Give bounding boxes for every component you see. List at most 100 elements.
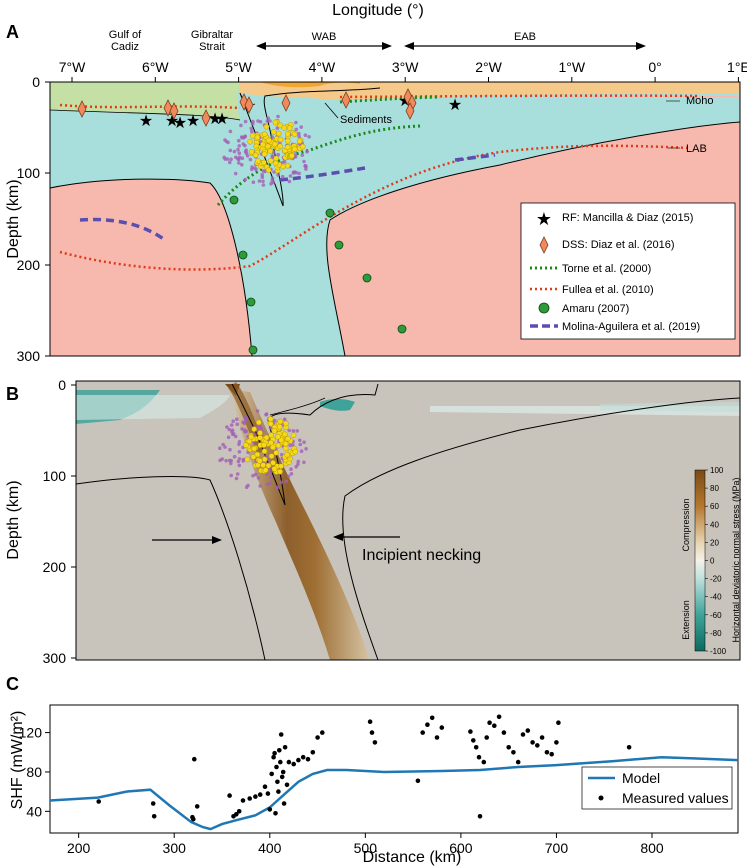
hypocenter-purple xyxy=(222,155,226,160)
colorbar-title: Horizontal deviatoric normal stress (MPa… xyxy=(731,477,741,642)
measured-point xyxy=(415,778,421,784)
hypocenter-purple xyxy=(218,446,222,451)
measured-point xyxy=(227,793,232,798)
hypocenter-purple xyxy=(229,157,233,162)
hypocenter-purple xyxy=(287,428,292,433)
amaru-circles xyxy=(229,195,407,355)
hypocenter-yellow xyxy=(260,141,266,148)
hypocenter-yellow xyxy=(275,433,281,440)
hypocenter-purple xyxy=(227,427,231,432)
panel-a-y-label: Depth (km) xyxy=(5,179,22,258)
measured-point xyxy=(234,812,239,817)
hypocenter-purple xyxy=(302,440,306,445)
hypocenter-yellow xyxy=(261,159,267,166)
measured-point xyxy=(151,814,157,819)
hypocenter-purple xyxy=(251,119,255,124)
cb-tick-4: 20 xyxy=(710,538,719,547)
hypocenter-purple xyxy=(291,443,295,447)
measured-point xyxy=(300,754,306,760)
hypocenter-purple xyxy=(279,480,284,485)
measured-point xyxy=(271,754,276,760)
hypocenter-yellow xyxy=(263,123,270,130)
measured-point xyxy=(554,740,559,745)
y-tick-label: 80 xyxy=(26,764,42,780)
panel-c-label: C xyxy=(6,674,19,694)
hypocenter-yellow xyxy=(246,438,253,445)
legend-fullea: Fullea et al. (2010) xyxy=(562,284,654,296)
hypocenter-yellow xyxy=(257,434,263,441)
hypocenter-purple xyxy=(255,409,260,413)
hypocenter-yellow xyxy=(243,442,249,449)
hypocenter-purple xyxy=(228,129,233,134)
hypocenter-purple xyxy=(241,457,246,462)
panel-b-y-label: Depth (km) xyxy=(5,480,22,559)
lab-label: LAB xyxy=(686,143,707,155)
hypocenter-yellow xyxy=(277,136,284,143)
lon-tick-8: 1°E xyxy=(727,59,747,75)
hypocenter-purple xyxy=(237,155,242,160)
hypocenter-yellow xyxy=(268,439,274,446)
hypocenter-yellow xyxy=(290,432,297,439)
hypocenter-yellow xyxy=(271,428,278,434)
hypocenter-purple xyxy=(223,138,227,142)
panel-c-legend: Model Measured values xyxy=(581,766,733,810)
measured-point xyxy=(525,728,531,733)
measured-point xyxy=(320,730,325,735)
hypocenter-purple xyxy=(244,418,248,423)
hypocenter-yellow xyxy=(272,119,279,126)
measured-point xyxy=(367,719,373,724)
hypocenter-purple xyxy=(240,427,244,431)
lon-tick-1: 6°W xyxy=(142,59,169,75)
hypocenter-yellow xyxy=(247,138,253,145)
hypocenter-yellow xyxy=(260,462,266,468)
legend-model: Model xyxy=(622,770,660,786)
hypocenter-yellow xyxy=(267,420,274,427)
hypocenter-purple xyxy=(261,183,266,187)
hypocenter-purple xyxy=(304,447,308,451)
panel-c-x-label: Distance (km) xyxy=(363,849,462,866)
hypocenter-yellow xyxy=(261,442,267,448)
hypocenter-purple xyxy=(291,429,296,433)
measured-point xyxy=(484,735,490,740)
hypocenter-yellow xyxy=(264,143,271,150)
measured-point xyxy=(429,715,435,721)
hypocenter-yellow xyxy=(271,141,278,147)
hypocenter-yellow xyxy=(271,466,278,472)
hypocenter-purple xyxy=(250,129,254,134)
measured-point xyxy=(520,732,526,737)
top-axis-label: Longitude (°) xyxy=(332,2,424,19)
measured-point xyxy=(372,740,378,745)
lon-tick-5: 2°W xyxy=(475,59,502,75)
measured-point xyxy=(305,756,311,762)
hypocenter-yellow xyxy=(266,137,272,144)
hypocenter-purple xyxy=(239,123,243,128)
hypocenter-yellow xyxy=(284,451,290,458)
hypocenter-yellow xyxy=(244,456,251,463)
measured-point xyxy=(487,720,492,725)
hypocenter-purple xyxy=(261,169,266,173)
svg-text:★: ★ xyxy=(173,115,187,132)
measured-point xyxy=(310,750,316,755)
hypocenter-purple xyxy=(289,472,294,476)
hypocenter-yellow xyxy=(291,131,298,138)
stress-colorbar: 100 80 60 40 20 0 -20 -40 -60 -80 -100 Compression… xyxy=(681,466,741,656)
hypocenter-purple xyxy=(265,472,269,477)
eab-arrow: EAB xyxy=(404,31,646,50)
measured-point xyxy=(296,757,301,763)
hypocenter-purple xyxy=(257,179,262,183)
necking-arrows: Incipient necking xyxy=(152,533,481,564)
measured-point xyxy=(425,722,430,727)
hypocenter-yellow xyxy=(278,437,285,444)
panel-a-label: A xyxy=(6,22,19,42)
hypocenter-purple xyxy=(289,467,293,472)
eab-label: EAB xyxy=(514,31,536,43)
svg-text:★: ★ xyxy=(186,113,200,130)
hypocenter-purple xyxy=(244,485,249,490)
moho-label: Moho xyxy=(686,95,714,107)
hypocenter-purple xyxy=(268,426,273,430)
measured-point xyxy=(150,801,156,806)
measured-point xyxy=(492,723,497,728)
lon-tick-3: 4°W xyxy=(309,59,336,75)
hypocenter-yellow xyxy=(284,144,291,150)
measured-point xyxy=(549,751,554,757)
